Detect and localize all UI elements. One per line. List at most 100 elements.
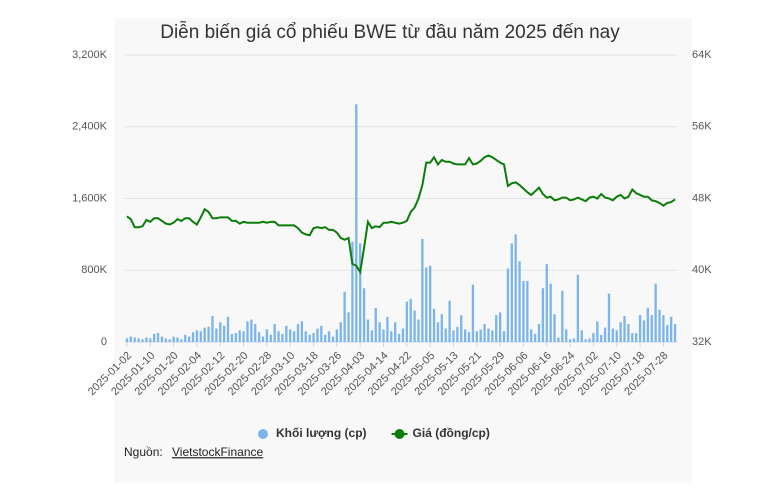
bar	[261, 336, 265, 342]
bar	[557, 337, 560, 342]
bar	[187, 336, 191, 342]
y2-tick-label: 40K	[692, 264, 712, 276]
bar	[611, 328, 615, 342]
bar	[292, 331, 296, 342]
y-tick-label: 3,200K	[72, 49, 108, 61]
bar	[149, 338, 152, 342]
bar	[324, 334, 327, 342]
bar	[234, 333, 237, 342]
bar	[191, 332, 195, 342]
bar	[265, 329, 269, 342]
bar	[666, 324, 669, 342]
bar	[300, 321, 304, 342]
bar	[401, 328, 405, 342]
bar	[125, 338, 129, 342]
bar	[518, 261, 521, 342]
bar	[296, 324, 300, 342]
bar	[374, 307, 377, 342]
price-line	[126, 154, 676, 275]
bar	[607, 293, 611, 342]
bar	[530, 329, 533, 342]
bar	[199, 331, 202, 342]
bar	[390, 331, 393, 342]
bar	[603, 327, 607, 342]
legend-item: Giá (đồng/cp)	[391, 426, 490, 440]
bar	[285, 325, 288, 342]
bar	[238, 330, 241, 342]
legend-symbol	[394, 429, 405, 439]
y-tick-label: 1,600K	[72, 192, 108, 204]
bar	[273, 324, 276, 342]
bar	[483, 324, 486, 342]
bar	[417, 319, 420, 342]
source-link-text[interactable]: VietstockFinance	[172, 445, 263, 459]
bar	[662, 315, 665, 342]
bar	[397, 333, 401, 342]
bar	[460, 315, 463, 342]
bar	[588, 338, 591, 342]
bar	[576, 274, 580, 342]
bar	[514, 234, 517, 342]
bar	[522, 281, 525, 342]
bar	[673, 324, 677, 342]
bar	[533, 333, 537, 342]
bar	[289, 329, 292, 342]
bar	[386, 316, 389, 342]
bar	[432, 308, 436, 342]
bar	[596, 321, 599, 342]
bar	[506, 268, 510, 342]
bar	[331, 336, 335, 342]
bar	[152, 333, 156, 342]
bar	[650, 315, 653, 342]
bar	[359, 243, 362, 342]
legend-label: Giá (đồng/cp)	[413, 426, 490, 440]
bar	[219, 322, 222, 342]
legend-item: Khối lượng (cp)	[258, 426, 367, 440]
bar	[537, 324, 541, 342]
bar	[394, 322, 397, 342]
bar	[670, 316, 673, 342]
bar	[226, 316, 230, 342]
bar	[568, 339, 572, 342]
bar	[156, 333, 160, 342]
bar	[409, 298, 412, 342]
chart-title: Diễn biến giá cổ phiếu BWE từ đầu năm 20…	[160, 21, 620, 43]
bar	[638, 315, 642, 342]
bar	[425, 267, 428, 342]
bar	[180, 339, 183, 342]
bar	[646, 307, 650, 342]
bar	[448, 300, 451, 342]
bar	[495, 315, 498, 342]
bar	[246, 321, 249, 342]
bar	[250, 319, 253, 342]
bar	[215, 328, 218, 342]
bar	[184, 334, 187, 342]
bar	[526, 281, 529, 342]
bar	[619, 322, 622, 342]
bar	[592, 333, 595, 342]
bar	[351, 241, 354, 342]
bar	[561, 290, 564, 342]
bar	[316, 328, 319, 342]
bar	[160, 336, 164, 342]
bar	[137, 338, 140, 342]
bar	[658, 309, 661, 342]
bar	[339, 322, 342, 342]
bar	[615, 330, 618, 342]
bar	[580, 330, 583, 342]
bar	[413, 310, 416, 342]
bar	[463, 329, 467, 342]
bar	[479, 329, 482, 342]
bar	[347, 312, 350, 342]
bar	[444, 328, 447, 342]
bar	[545, 263, 548, 342]
source-link[interactable]: VietstockFinance	[172, 445, 263, 459]
bar	[168, 339, 171, 342]
bar	[277, 331, 280, 342]
bar	[269, 334, 272, 342]
y-tick-label: 800K	[81, 264, 107, 276]
bar	[487, 328, 490, 342]
bar	[230, 333, 234, 342]
bar	[623, 315, 626, 342]
